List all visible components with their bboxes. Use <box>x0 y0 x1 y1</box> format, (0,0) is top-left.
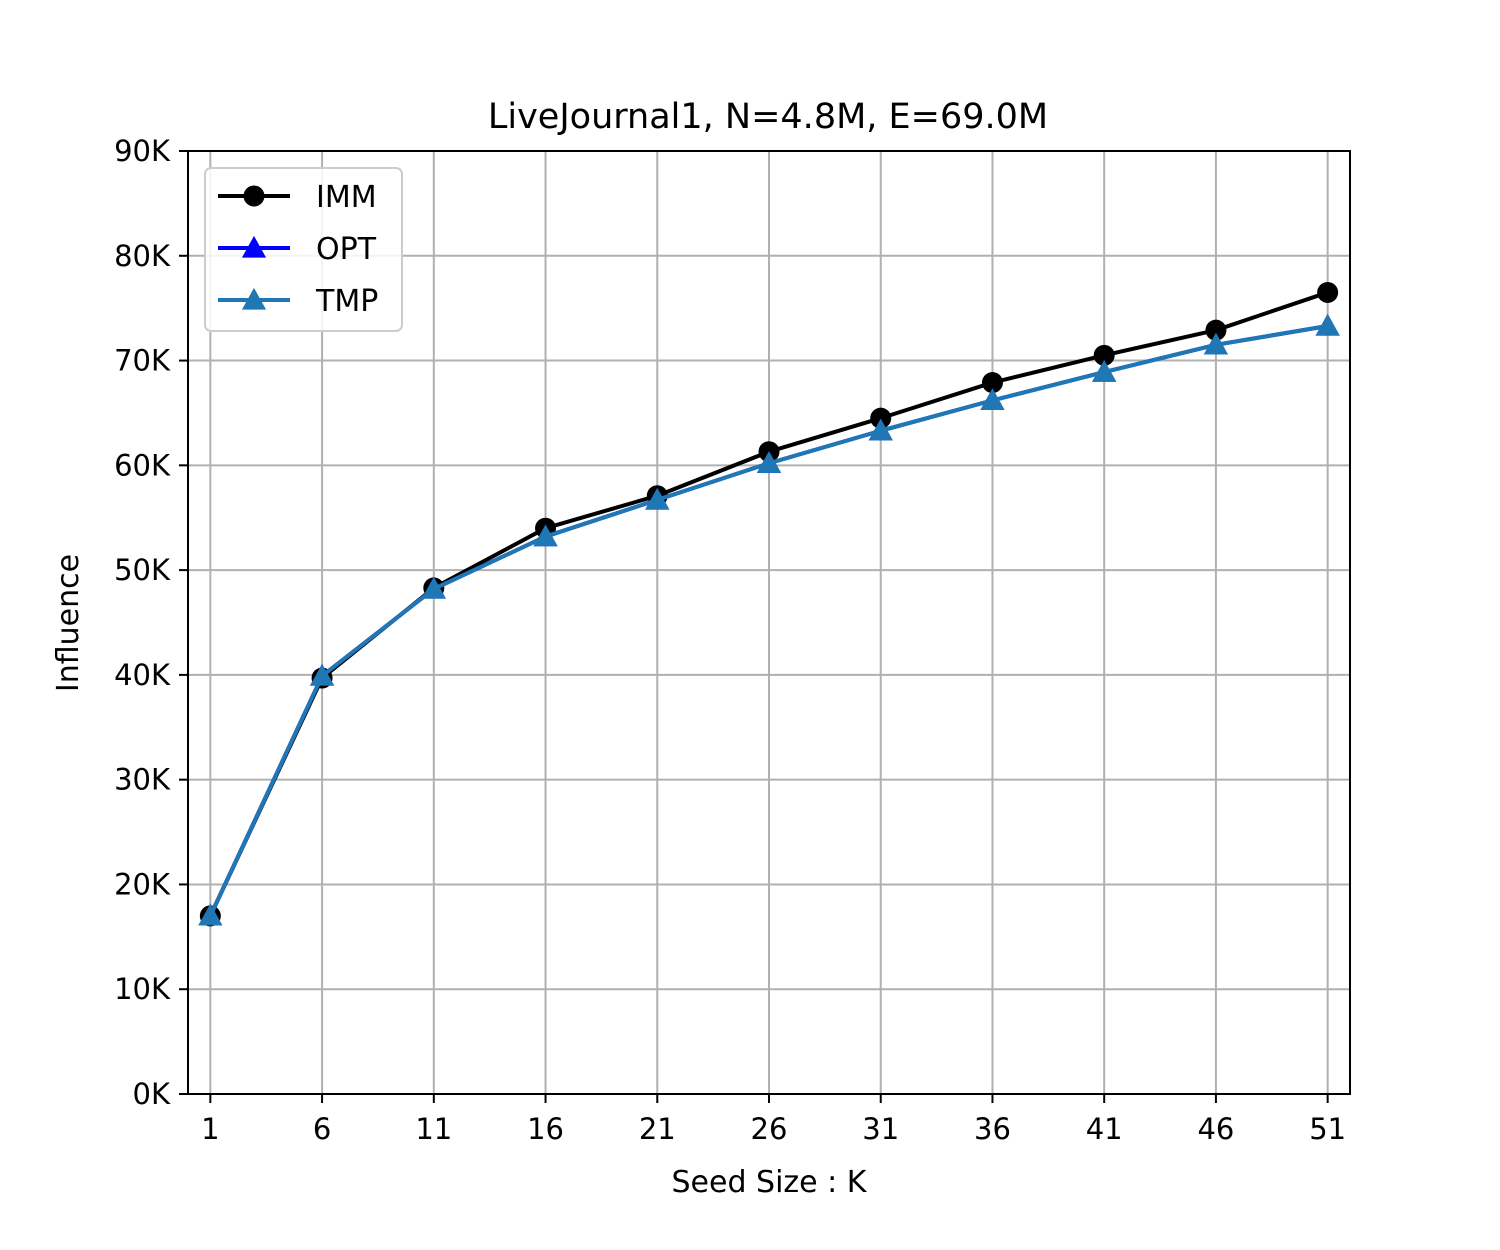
x-tick-label: 6 <box>313 1112 331 1146</box>
point-tmp <box>533 524 558 547</box>
point-tmp <box>756 451 782 473</box>
y-tick-label: 30K <box>114 763 171 797</box>
point-imm <box>870 407 892 429</box>
x-tick-label: 51 <box>1309 1112 1346 1146</box>
legend: IMM OPT TMP <box>204 167 403 332</box>
chart-title: LiveJournal1, N=4.8M, E=69.0M <box>488 97 1048 137</box>
y-tick-label: 80K <box>114 239 171 273</box>
plot-series <box>198 281 1340 927</box>
legend-marker-imm <box>243 185 265 207</box>
x-tick-label: 46 <box>1197 1112 1234 1146</box>
y-tick-label: 70K <box>114 344 171 378</box>
x-tick-label: 21 <box>639 1112 676 1146</box>
point-imm <box>1093 344 1115 366</box>
x-tick-label: 26 <box>751 1112 788 1146</box>
x-axis-ticks: 1 6 11 16 21 26 31 36 41 46 51 <box>201 1094 1346 1146</box>
legend-label-opt: OPT <box>316 232 377 267</box>
y-axis-label: Influence <box>51 554 86 692</box>
point-tmp <box>1092 360 1117 382</box>
y-tick-label: 0K <box>133 1077 171 1111</box>
point-tmp <box>980 388 1005 411</box>
x-axis-label: Seed Size : K <box>672 1165 868 1200</box>
point-tmp <box>1315 313 1340 336</box>
x-tick-label: 11 <box>415 1112 452 1146</box>
point-imm <box>1317 281 1339 303</box>
x-tick-label: 16 <box>527 1112 564 1146</box>
point-tmp <box>421 576 446 599</box>
y-tick-label: 10K <box>114 972 171 1006</box>
x-tick-label: 31 <box>862 1112 899 1146</box>
y-tick-label: 60K <box>114 448 171 482</box>
y-tick-label: 90K <box>114 134 171 168</box>
point-imm <box>981 372 1003 394</box>
point-imm <box>1205 319 1227 341</box>
legend-marker-opt <box>241 235 267 258</box>
point-tmp <box>645 487 670 510</box>
x-tick-label: 41 <box>1086 1112 1123 1146</box>
y-tick-label: 20K <box>114 867 171 901</box>
point-tmp <box>198 903 223 926</box>
legend-label-imm: IMM <box>316 180 377 215</box>
y-tick-label: 50K <box>114 553 171 587</box>
point-tmp <box>1203 332 1228 355</box>
point-tmp <box>310 663 335 686</box>
legend-label-tmp: TMP <box>315 284 378 319</box>
x-tick-label: 1 <box>201 1112 219 1146</box>
y-axis-ticks: 0K 10K 20K 30K 40K 50K 60K 70K 80K 90K <box>114 134 188 1111</box>
point-tmp <box>868 418 893 441</box>
x-tick-label: 36 <box>974 1112 1011 1146</box>
legend-marker-tmp <box>241 287 267 310</box>
y-tick-label: 40K <box>114 658 171 692</box>
